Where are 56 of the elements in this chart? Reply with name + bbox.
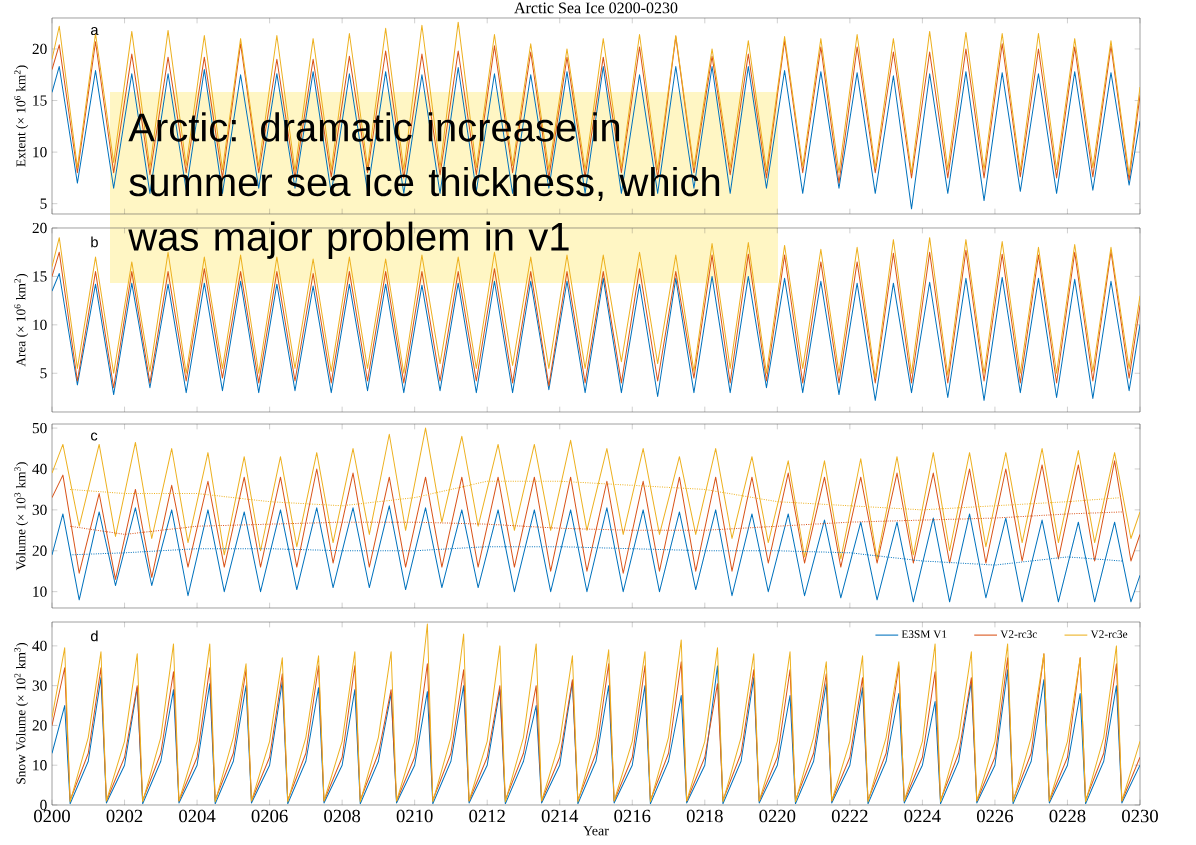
x-tick-label: 0224 xyxy=(904,809,941,823)
y-tick-label: 10 xyxy=(33,586,47,597)
y-tick-label: 10 xyxy=(33,760,47,771)
y-tick-label: 5 xyxy=(40,198,47,209)
line-series xyxy=(69,546,1123,566)
y-tick-label: 0 xyxy=(40,799,47,811)
legend-label: V2-rc3c xyxy=(1000,630,1037,639)
line-series xyxy=(69,511,1123,535)
y-axis-title: Volume (× 10$^{3}$ km$^{3}$) xyxy=(14,462,29,571)
legend-label: E3SM V1 xyxy=(901,630,947,639)
y-tick-label: 20 xyxy=(32,222,47,234)
line-series xyxy=(52,65,1140,210)
y-axis-title: Snow Volume (× 10$^{2}$ km$^{3}$) xyxy=(14,642,29,784)
x-tick-label: 0230 xyxy=(1122,809,1158,823)
line-series xyxy=(52,623,1140,803)
y-tick-label: 10 xyxy=(33,319,47,331)
y-tick-label: 30 xyxy=(32,504,47,516)
y-tick-label: 40 xyxy=(32,640,47,652)
annotation: d xyxy=(90,630,98,642)
y-axis-title: Extent (× 10$^{6}$ km$^{2}$) xyxy=(14,65,29,167)
x-tick-label: 0222 xyxy=(831,809,868,823)
y-tick-label: 30 xyxy=(32,680,47,691)
x-tick-label: 0212 xyxy=(469,809,505,823)
y-tick-label: 50 xyxy=(32,422,47,434)
y-tick-label: 20 xyxy=(32,720,47,731)
line-series xyxy=(69,480,1123,511)
line-series xyxy=(52,427,1140,560)
x-tick-label: 0226 xyxy=(976,809,1014,823)
annotation: a xyxy=(90,27,99,36)
x-tick-label: 0216 xyxy=(614,809,651,823)
chart-title: Arctic Sea Ice 0200-0230 xyxy=(514,2,678,14)
y-tick-label: 40 xyxy=(32,463,47,475)
x-tick-label: 0220 xyxy=(759,809,796,823)
y-tick-label: 5 xyxy=(40,368,47,379)
legend-label: V2-rc3e xyxy=(1090,630,1128,639)
x-tick-label: 0202 xyxy=(106,809,143,823)
y-tick-label: 15 xyxy=(33,95,47,106)
x-tick-label: 0228 xyxy=(1049,809,1086,823)
y-tick-label: 20 xyxy=(32,43,47,55)
x-tick-label: 0218 xyxy=(686,809,723,823)
x-tick-label: 0206 xyxy=(251,809,288,823)
line-series xyxy=(52,460,1140,580)
y-axis-title: Area (× 10$^{6}$ km$^{2}$) xyxy=(14,273,29,367)
line-series xyxy=(52,273,1140,401)
x-tick-label: 0200 xyxy=(34,809,70,823)
x-tick-label: 0210 xyxy=(396,809,433,823)
x-tick-label: 0204 xyxy=(179,809,216,823)
y-tick-label: 10 xyxy=(33,146,47,158)
annotation: c xyxy=(90,432,98,441)
y-tick-label: 15 xyxy=(33,271,47,282)
y-tick-label: 20 xyxy=(32,545,47,556)
line-series xyxy=(52,505,1140,603)
x-tick-label: 0208 xyxy=(324,809,361,823)
annotation: b xyxy=(91,236,98,248)
x-tick-label: 0214 xyxy=(541,809,579,823)
x-axis-title: Year xyxy=(583,826,609,836)
